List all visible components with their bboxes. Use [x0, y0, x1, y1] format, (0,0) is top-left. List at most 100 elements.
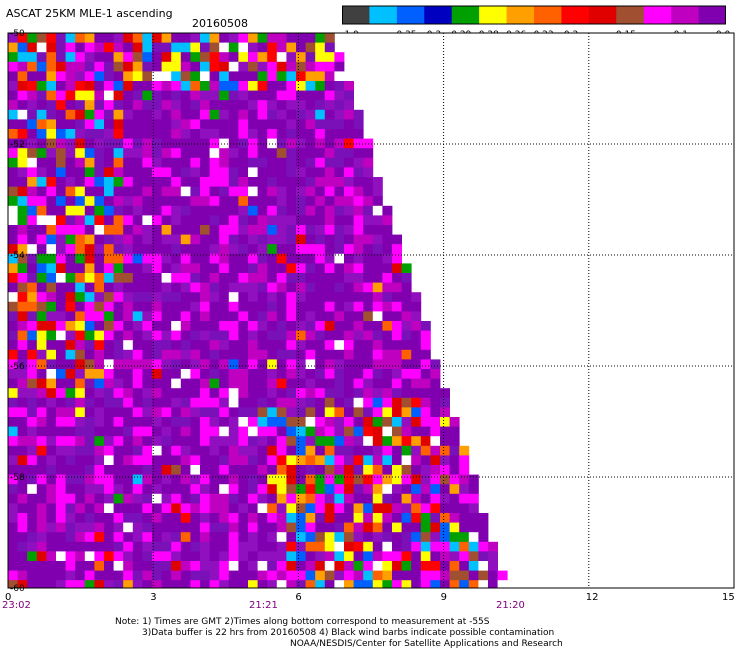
data-cell	[113, 541, 124, 552]
data-cell	[334, 474, 345, 485]
data-cell	[440, 484, 450, 495]
data-cell	[296, 522, 306, 533]
data-cell	[46, 301, 57, 312]
data-cell	[94, 474, 105, 485]
data-cell	[219, 311, 230, 322]
data-cell	[267, 42, 278, 53]
data-cell	[152, 417, 162, 427]
data-cell	[123, 167, 134, 178]
data-cell	[344, 273, 354, 283]
data-cell	[324, 109, 335, 120]
data-cell	[430, 551, 441, 562]
data-cell	[113, 100, 124, 111]
data-cell	[65, 551, 76, 562]
data-cell	[305, 301, 316, 312]
data-cell	[382, 359, 393, 370]
data-cell	[305, 503, 316, 514]
data-cell	[56, 570, 66, 581]
data-cell	[219, 397, 230, 408]
data-cell	[171, 445, 182, 456]
data-cell	[56, 253, 66, 264]
data-cell	[219, 167, 230, 178]
data-cell	[113, 426, 124, 437]
data-cell	[171, 119, 182, 130]
data-cell	[56, 493, 66, 504]
data-cell	[113, 253, 124, 264]
data-cell	[209, 570, 220, 581]
data-cell	[344, 100, 354, 111]
data-cell	[305, 196, 316, 207]
data-cell	[84, 503, 95, 514]
data-cell	[305, 321, 316, 331]
data-cell	[459, 532, 470, 543]
latitude-label: -58	[10, 473, 25, 483]
data-cell	[228, 244, 239, 255]
data-cell	[113, 205, 124, 216]
data-cell	[440, 445, 450, 456]
data-cell	[152, 330, 162, 341]
data-cell	[248, 436, 258, 447]
data-cell	[430, 513, 441, 523]
data-cell	[104, 186, 114, 197]
data-cell	[315, 388, 326, 399]
data-cell	[459, 580, 470, 588]
data-cell	[276, 541, 287, 552]
data-cell	[190, 244, 201, 255]
data-cell	[248, 234, 258, 245]
data-cell	[94, 109, 105, 120]
data-cell	[36, 349, 47, 360]
data-cell	[420, 417, 431, 427]
data-cell	[257, 244, 268, 255]
data-cell	[324, 129, 335, 139]
data-cell	[180, 340, 191, 351]
data-cell	[449, 513, 460, 523]
data-cell	[315, 292, 326, 303]
data-cell	[344, 417, 354, 427]
data-cell	[344, 225, 354, 235]
data-cell	[411, 445, 422, 456]
data-cell	[17, 301, 28, 312]
data-cell	[257, 561, 268, 571]
data-cell	[94, 186, 105, 197]
data-cell	[161, 52, 172, 63]
data-cell	[248, 330, 258, 341]
data-cell	[17, 417, 28, 427]
data-cell	[219, 157, 230, 168]
data-cell	[46, 196, 57, 207]
data-cell	[132, 52, 143, 63]
data-cell	[286, 196, 297, 207]
data-cell	[238, 273, 249, 283]
data-cell	[248, 81, 258, 91]
data-cell	[94, 61, 105, 72]
data-cell	[392, 580, 402, 588]
data-cell	[36, 244, 47, 255]
data-cell	[344, 129, 354, 139]
data-cell	[113, 81, 124, 91]
data-cell	[36, 157, 47, 168]
data-cell	[171, 330, 182, 341]
data-cell	[161, 407, 172, 418]
data-cell	[65, 196, 76, 207]
data-cell	[113, 234, 124, 245]
data-cell	[382, 340, 393, 351]
data-cell	[363, 186, 374, 197]
data-cell	[257, 129, 268, 139]
data-cell	[27, 52, 38, 63]
note-line-2: 3)Data buffer is 22 hrs from 20160508 4)…	[142, 628, 555, 638]
data-cell	[315, 349, 326, 360]
data-cell	[488, 541, 498, 552]
data-cell	[161, 513, 172, 523]
data-cell	[430, 397, 441, 408]
data-cell	[334, 503, 345, 514]
data-cell	[65, 369, 76, 379]
data-cell	[353, 244, 364, 255]
data-cell	[430, 474, 441, 485]
data-cell	[248, 263, 258, 274]
data-cell	[113, 378, 124, 389]
data-cell	[161, 167, 172, 178]
data-cell	[296, 349, 306, 360]
data-cell	[257, 436, 268, 447]
data-cell	[142, 522, 153, 533]
data-cell	[219, 580, 230, 588]
data-cell	[113, 561, 124, 571]
